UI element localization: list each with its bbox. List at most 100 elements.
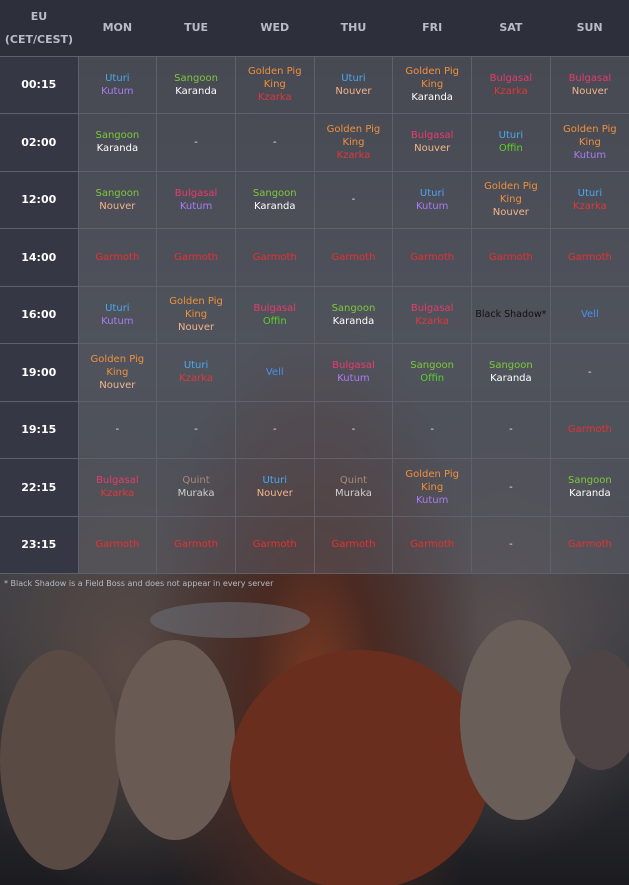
boss-name: Garmoth <box>567 251 612 263</box>
boss-name: Nouver <box>414 143 451 155</box>
boss-cell: Uturi Kutum <box>77 285 158 344</box>
time-cell: 22:15 <box>0 458 79 517</box>
boss-cell: Garmoth <box>392 228 473 287</box>
boss-name: Bulgasal <box>96 475 139 487</box>
boss-name: Golden Pig King <box>247 66 302 91</box>
boss-cell: Black Shadow* <box>471 285 551 344</box>
boss-name: Kutum <box>179 200 213 212</box>
boss-cell: Golden Pig King Nouver <box>156 285 236 344</box>
boss-cell: Garmoth <box>313 515 394 574</box>
boss-cell: - <box>471 458 551 517</box>
boss-cell: Uturi Kutum <box>392 170 473 229</box>
boss-schedule-table: EU (CET/CEST) MON TUE WED THU FRI SAT SUN… <box>0 0 629 574</box>
time-cell: 02:00 <box>0 113 79 172</box>
boss-name: Quint <box>339 475 368 487</box>
boss-name: Garmoth <box>331 251 376 263</box>
boss-name: Vell <box>265 366 284 378</box>
schedule-row: 22:15 Bulgasal Kzarka Quint Muraka Uturi Nouve… <box>0 458 629 517</box>
boss-name: Golden Pig King <box>90 353 145 378</box>
no-boss-dash: - <box>351 194 356 206</box>
boss-name: Garmoth <box>174 539 219 551</box>
boss-cell: Vell <box>549 285 629 344</box>
schedule-row: 23:15 Garmoth Garmoth Garmoth Garmoth Garmoth… <box>0 515 629 574</box>
no-boss-dash: - <box>351 424 356 436</box>
boss-name: Garmoth <box>252 251 297 263</box>
boss-name: Bulgasal <box>410 130 454 142</box>
boss-name: Karanda <box>411 92 453 104</box>
no-boss-dash: - <box>272 136 277 148</box>
footnote: * Black Shadow is a Field Boss and does … <box>4 579 274 588</box>
day-header: TUE <box>156 0 236 56</box>
no-boss-dash: - <box>430 424 434 436</box>
boss-name: Sangoon <box>488 360 533 372</box>
boss-cell: Golden Pig King Nouver <box>471 170 551 229</box>
schedule-row: 02:00 Sangoon Karanda - - Golden Pig King Kzar… <box>0 113 629 172</box>
boss-name: Sangoon <box>174 72 218 84</box>
boss-name: Golden Pig King <box>326 123 381 148</box>
boss-name: Bulgasal <box>253 302 297 314</box>
boss-name: Uturi <box>419 187 445 199</box>
boss-name: Black Shadow* <box>475 309 547 321</box>
region-label: EU <box>30 9 48 23</box>
boss-name: Bulgasal <box>410 302 454 314</box>
boss-name: Karanda <box>96 143 139 155</box>
boss-name: Kzarka <box>257 92 292 104</box>
boss-cell: Garmoth <box>549 228 629 287</box>
time-cell: 23:15 <box>0 515 79 574</box>
boss-cell: Sangoon Karanda <box>471 343 551 402</box>
boss-name: Uturi <box>262 475 287 487</box>
boss-name: Kutum <box>415 200 449 212</box>
boss-name: Garmoth <box>567 424 612 436</box>
boss-name: Karanda <box>332 315 375 327</box>
no-boss-dash: - <box>194 136 198 148</box>
boss-name: Garmoth <box>410 251 455 263</box>
boss-name: Nouver <box>99 379 136 391</box>
boss-name: Karanda <box>175 85 217 97</box>
timezone-label: (CET/CEST) <box>4 32 74 46</box>
boss-cell: Sangoon Karanda <box>549 458 629 517</box>
boss-name: Golden Pig King <box>563 123 617 148</box>
boss-cell: - <box>156 400 236 459</box>
boss-name: Uturi <box>105 302 130 314</box>
boss-name: Kzarka <box>336 149 371 161</box>
boss-cell: Uturi Nouver <box>313 55 394 114</box>
boss-cell: Garmoth <box>77 228 158 287</box>
boss-cell: - <box>549 343 629 402</box>
boss-cell: Garmoth <box>156 515 236 574</box>
boss-name: Bulgasal <box>332 360 375 372</box>
schedule-row: 19:15 - - - - - - Garmoth <box>0 400 629 459</box>
boss-cell: Uturi Nouver <box>234 458 315 517</box>
boss-cell: Quint Muraka <box>313 458 394 517</box>
boss-cell: - <box>77 400 158 459</box>
boss-name: Muraka <box>334 488 372 500</box>
boss-cell: Sangoon Karanda <box>234 170 315 229</box>
boss-cell: Sangoon Karanda <box>156 55 236 114</box>
boss-name: Kzarka <box>100 488 135 500</box>
boss-name: Kzarka <box>179 373 213 385</box>
boss-name: Nouver <box>492 207 529 219</box>
boss-name: Golden Pig King <box>484 181 538 206</box>
boss-cell: - <box>471 400 551 459</box>
boss-name: Kutum <box>337 373 370 385</box>
boss-name: Karanda <box>569 488 611 500</box>
boss-cell: Garmoth <box>549 515 629 574</box>
boss-name: Sangoon <box>252 187 297 199</box>
header-row: EU (CET/CEST) MON TUE WED THU FRI SAT SUN <box>0 0 629 56</box>
boss-cell: - <box>471 515 551 574</box>
garmoth-monster <box>230 650 490 885</box>
boss-cell: - <box>234 113 315 172</box>
boss-name: Bulgasal <box>489 72 533 84</box>
day-header: SUN <box>550 0 629 56</box>
boss-cell: Sangoon Offin <box>392 343 473 402</box>
schedule-row: 14:00 Garmoth Garmoth Garmoth Garmoth Garmoth… <box>0 228 629 287</box>
boss-cell: Golden Pig King Karanda <box>392 55 473 114</box>
schedule-row: 12:00 Sangoon Nouver Bulgasal Kutum Sangoon Ka… <box>0 170 629 229</box>
boss-name: Offin <box>262 315 287 327</box>
boss-name: Garmoth <box>567 539 612 551</box>
boss-cell: Golden Pig King Kzarka <box>313 113 394 172</box>
boss-cell: Quint Muraka <box>156 458 236 517</box>
boss-cell: Vell <box>234 343 315 402</box>
boss-cell: Golden Pig King Nouver <box>77 343 158 402</box>
boss-name: Nouver <box>177 322 215 334</box>
time-cell: 14:00 <box>0 228 79 287</box>
